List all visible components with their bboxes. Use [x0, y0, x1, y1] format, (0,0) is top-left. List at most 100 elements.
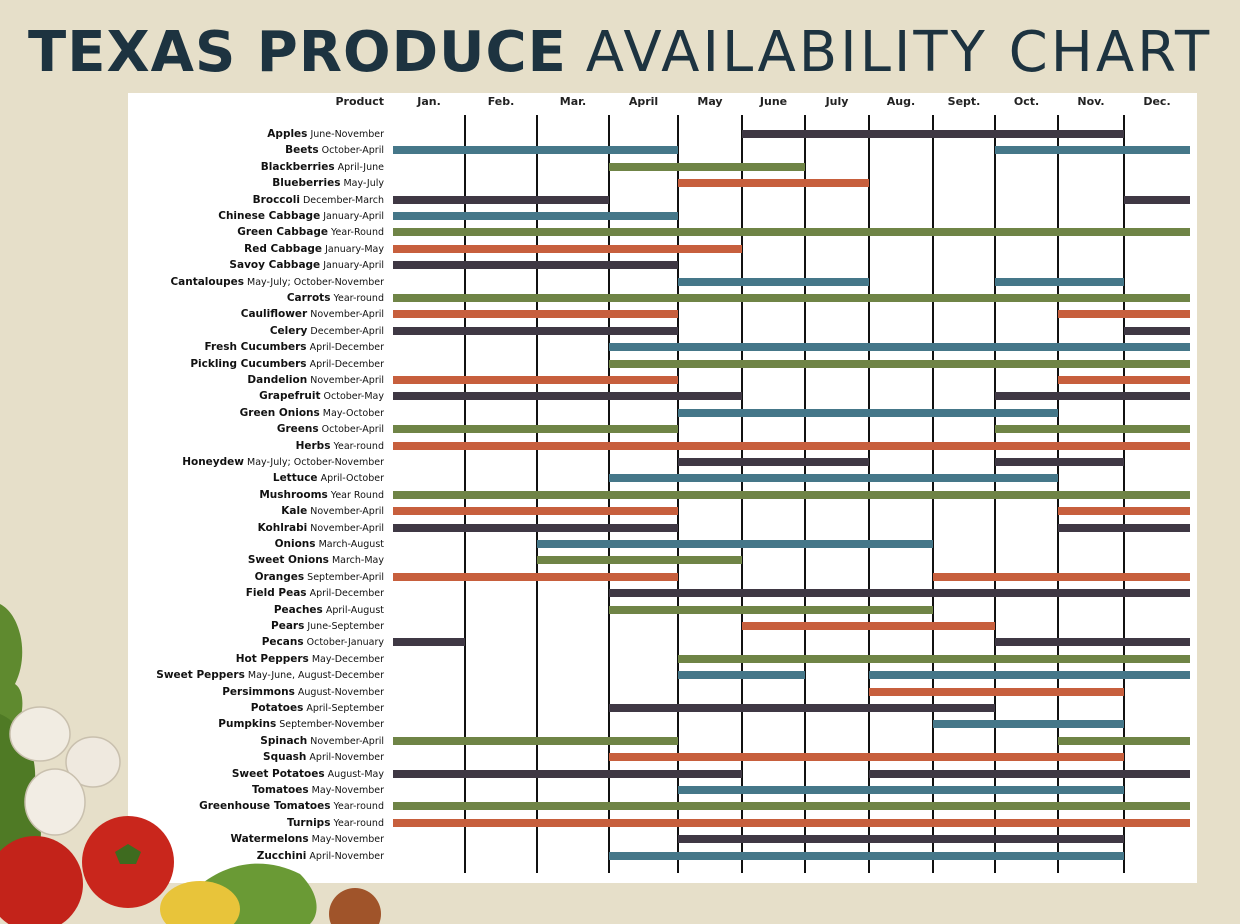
product-range: May-November [308, 834, 384, 846]
product-name: Red Cabbage [244, 242, 323, 255]
product-name: Potatoes [250, 702, 304, 714]
month-header: Dec. [1143, 95, 1171, 108]
availability-bar [393, 326, 678, 335]
product-label: Kale November-April [281, 505, 384, 518]
availability-bar [995, 425, 1190, 434]
product-name: Pickling Cucumbers [190, 357, 307, 370]
product-label: Onions March-August [275, 538, 384, 551]
product-label: Watermelons May-November [230, 833, 384, 846]
product-label: Field Peas April-December [246, 587, 384, 600]
availability-bar [869, 769, 1190, 778]
product-range: January-April [320, 211, 384, 222]
product-column-header: Product [335, 95, 384, 108]
product-name: Fresh Cucumbers [204, 341, 307, 354]
availability-bar [678, 179, 869, 188]
product-label: Blackberries April-June [261, 161, 384, 174]
product-range: Year-round [330, 801, 384, 813]
availability-bar [1124, 326, 1190, 335]
availability-bar [995, 392, 1190, 401]
product-label: Blueberries May-July [272, 177, 384, 190]
availability-bar [933, 720, 1124, 729]
product-label: Apples June-November [267, 128, 384, 141]
product-range: March-August [315, 539, 384, 550]
product-name: Sweet Potatoes [231, 767, 325, 780]
availability-bar [609, 851, 1124, 860]
product-range: April-December [306, 358, 384, 370]
month-header: Oct. [1013, 95, 1040, 108]
product-name: Field Peas [245, 587, 307, 600]
page-title: TEXAS PRODUCE AVAILABILITY CHART [28, 22, 1212, 84]
product-range: May-July; October-November [243, 457, 384, 468]
product-label: Turnips Year-round [287, 817, 384, 830]
availability-bar [393, 376, 678, 384]
product-name: Celery [269, 324, 308, 337]
product-name: Pears [271, 620, 305, 632]
availability-bar [393, 146, 678, 155]
month-header: Nov. [1077, 95, 1105, 108]
product-range: May-October [319, 407, 384, 419]
product-name: Chinese Cabbage [218, 210, 321, 222]
product-label: Herbs Year-round [296, 440, 384, 453]
product-range: May-November [308, 785, 384, 796]
product-range: November-April [307, 309, 384, 321]
product-name: Persimmons [222, 685, 295, 698]
availability-bar [393, 310, 678, 319]
product-range: Year-round [330, 817, 384, 829]
availability-bar [393, 523, 678, 532]
product-label: Mushrooms Year Round [259, 489, 384, 502]
product-name: Kale [281, 505, 308, 518]
title-light: AVAILABILITY CHART [585, 20, 1213, 85]
product-range: November-April [307, 506, 384, 518]
availability-bar [742, 622, 995, 630]
month-header: Jan. [417, 95, 441, 108]
product-range: November-April [307, 735, 384, 747]
month-header: July [825, 95, 849, 108]
product-range: June-September [304, 621, 384, 632]
product-name: Blueberries [272, 177, 341, 190]
product-name: Green Cabbage [237, 226, 328, 239]
product-name: Carrots [286, 292, 331, 304]
product-name: Apples [267, 128, 308, 140]
product-range: December-March [299, 194, 384, 206]
availability-bar [393, 736, 678, 745]
product-name: Sweet Peppers [156, 669, 245, 682]
availability-bar [1058, 376, 1190, 384]
product-range: September-November [276, 719, 384, 731]
product-name: Kohlrabi [257, 521, 308, 534]
product-range: April-August [322, 604, 384, 616]
product-label: Squash April-November [263, 751, 384, 764]
product-label: Hot Peppers May-December [236, 653, 384, 666]
product-label: Beets October-April [285, 144, 384, 157]
product-label: Savoy Cabbage January-April [229, 259, 384, 272]
availability-bar [742, 130, 1124, 138]
product-range: November-April [307, 522, 384, 534]
product-range: Year-Round [327, 227, 384, 239]
product-range: October-April [318, 145, 384, 157]
availability-bar [609, 704, 995, 712]
product-name: Dandelion [247, 374, 308, 386]
availability-bar [869, 687, 1124, 696]
product-label: Tomatoes May-November [252, 784, 384, 797]
availability-bar [995, 638, 1190, 647]
month-header: Aug. [886, 95, 916, 108]
product-name: Oranges [254, 570, 305, 583]
product-name: Squash [263, 751, 307, 764]
availability-bar [1058, 310, 1190, 319]
month-header: June [759, 95, 788, 108]
availability-bar [933, 572, 1190, 581]
product-label: Sweet Peppers May-June, August-December [156, 669, 384, 682]
availability-bar [393, 261, 678, 270]
availability-bar [678, 458, 869, 466]
availability-bar [609, 474, 1058, 483]
product-label: Cauliflower November-April [241, 308, 384, 321]
availability-bar [393, 638, 465, 647]
product-range: January-April [320, 260, 384, 272]
availability-bar [1058, 736, 1190, 745]
product-range: Year-round [330, 293, 384, 304]
availability-bar [393, 294, 1190, 302]
product-label: Lettuce April-October [273, 472, 384, 485]
availability-bar [609, 589, 1190, 598]
product-label: Persimmons August-November [222, 686, 384, 699]
availability-bar [609, 343, 1190, 352]
product-name: Greens [276, 423, 319, 436]
